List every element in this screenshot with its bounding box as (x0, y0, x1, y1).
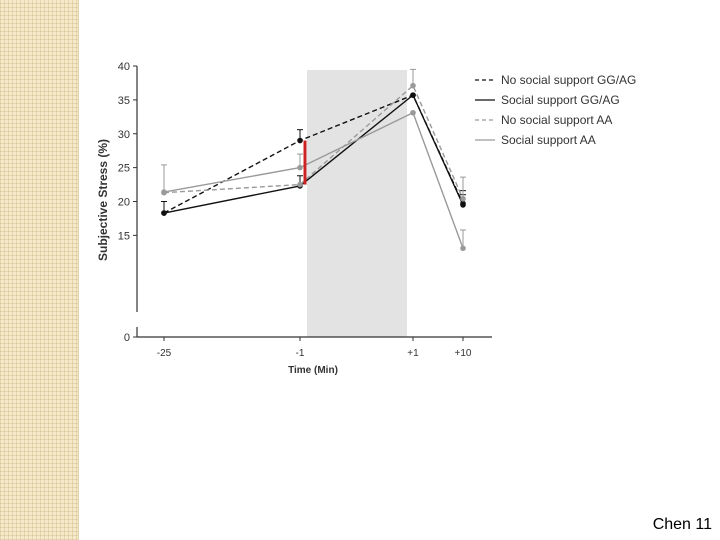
series-line-3 (163, 111, 464, 249)
y-tick-label: 0 (124, 332, 130, 344)
legend-label: Social support AA (501, 133, 596, 147)
x-axis-label: Time (Min) (288, 365, 338, 376)
y-axis-label: Subjective Stress (%) (96, 139, 110, 261)
y-tick-label: 15 (118, 230, 130, 242)
data-point (297, 164, 303, 171)
shaded-time-window (307, 70, 407, 337)
data-point (410, 82, 416, 89)
data-point (161, 210, 167, 216)
data-point (460, 245, 466, 252)
y-tick-label: 25 (118, 163, 130, 175)
x-tick-label: +1 (407, 348, 419, 359)
y-tick-label: 35 (118, 95, 130, 107)
x-tick-label: -1 (296, 348, 305, 359)
series-line-2 (163, 84, 464, 200)
data-point (410, 92, 416, 98)
legend-label: No social support GG/AG (501, 73, 636, 87)
legend-label: No social support AA (501, 113, 612, 127)
sidebar-divider (78, 0, 79, 540)
x-tick-label: -25 (157, 348, 172, 359)
legend-label: Social support GG/AG (501, 93, 620, 107)
axes: 0 15 20 25 30 35 40 -25 -1 +1 +10 (118, 61, 492, 359)
slide-footer-label: Chen 11 (652, 516, 712, 533)
data-point (460, 202, 466, 208)
series-layer (161, 68, 466, 252)
x-tick-label: +10 (455, 348, 472, 359)
legend: No social support GG/AG Social support GG… (475, 73, 636, 147)
sidebar-pattern (0, 0, 78, 540)
data-point (460, 195, 466, 202)
data-point (161, 189, 167, 195)
y-tick-label: 40 (118, 61, 130, 73)
data-point (297, 181, 303, 188)
data-point (297, 137, 303, 144)
y-tick-label: 30 (118, 129, 130, 141)
y-tick-label: 20 (118, 197, 130, 209)
data-point (410, 109, 416, 116)
